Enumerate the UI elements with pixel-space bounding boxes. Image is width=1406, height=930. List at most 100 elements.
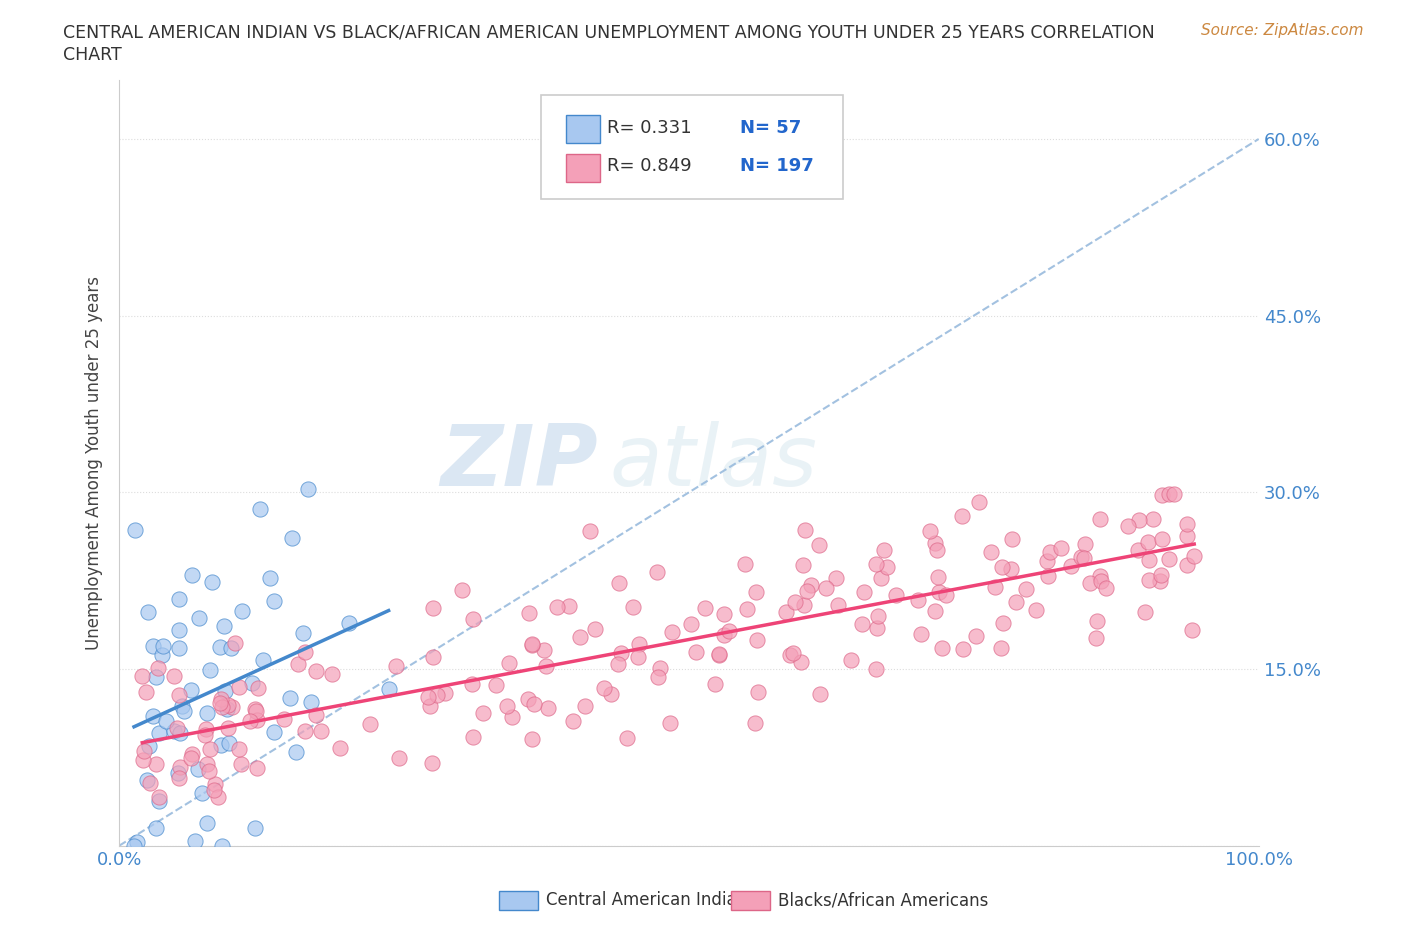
Point: [209, 696, 232, 711]
Point: [783, 595, 806, 610]
Text: Blacks/African Americans: Blacks/African Americans: [778, 891, 988, 910]
Point: [873, 543, 896, 558]
Point: [273, 711, 295, 726]
Point: [1163, 486, 1185, 501]
Point: [536, 658, 558, 673]
Point: [169, 771, 191, 786]
Point: [1015, 581, 1038, 596]
Point: [825, 571, 848, 586]
Point: [485, 677, 508, 692]
Point: [1157, 551, 1180, 566]
Point: [839, 653, 862, 668]
Point: [221, 699, 243, 714]
Point: [201, 575, 224, 590]
Point: [991, 560, 1014, 575]
Point: [627, 636, 650, 651]
Point: [533, 643, 555, 658]
Point: [520, 637, 543, 652]
Point: [217, 721, 239, 736]
Point: [1059, 558, 1081, 573]
Point: [793, 522, 815, 537]
Point: [1090, 574, 1112, 589]
Point: [790, 655, 813, 670]
Point: [169, 622, 191, 637]
Point: [135, 684, 157, 699]
Point: [278, 690, 301, 705]
Point: [775, 605, 797, 620]
Point: [263, 724, 285, 739]
Text: CENTRAL AMERICAN INDIAN VS BLACK/AFRICAN AMERICAN UNEMPLOYMENT AMONG YOUTH UNDER: CENTRAL AMERICAN INDIAN VS BLACK/AFRICAN…: [63, 23, 1154, 41]
Point: [150, 647, 173, 662]
Point: [329, 741, 352, 756]
Point: [214, 684, 236, 698]
Point: [1090, 568, 1112, 583]
Point: [169, 726, 191, 741]
Point: [561, 713, 583, 728]
Point: [195, 816, 218, 830]
Point: [814, 580, 837, 595]
Point: [866, 620, 889, 635]
Point: [918, 523, 941, 538]
Point: [228, 741, 250, 756]
Point: [173, 704, 195, 719]
Point: [122, 838, 145, 853]
Point: [520, 731, 543, 746]
Point: [717, 624, 740, 639]
Point: [517, 605, 540, 620]
Point: [463, 729, 485, 744]
Point: [853, 584, 876, 599]
Point: [713, 606, 735, 621]
Point: [744, 716, 766, 731]
Point: [246, 713, 269, 728]
Point: [294, 644, 316, 659]
Point: [685, 644, 707, 659]
Point: [808, 686, 831, 701]
Point: [422, 600, 444, 615]
Point: [252, 652, 274, 667]
Point: [1137, 552, 1160, 567]
Point: [211, 699, 233, 714]
Point: [1150, 487, 1173, 502]
Point: [621, 600, 644, 615]
Point: [166, 720, 188, 735]
Point: [984, 579, 1007, 594]
Point: [1070, 550, 1092, 565]
Point: [194, 727, 217, 742]
Point: [647, 670, 669, 684]
Point: [610, 646, 633, 661]
Point: [420, 756, 443, 771]
Point: [419, 698, 441, 713]
Point: [198, 741, 221, 756]
Point: [180, 683, 202, 698]
Text: ZIP: ZIP: [440, 421, 598, 504]
Point: [385, 658, 408, 673]
Point: [259, 570, 281, 585]
Point: [1135, 604, 1157, 619]
Point: [183, 833, 205, 848]
Point: [245, 761, 267, 776]
Point: [426, 687, 449, 702]
Point: [187, 762, 209, 777]
Point: [1126, 542, 1149, 557]
Point: [516, 692, 538, 707]
Point: [145, 757, 167, 772]
Point: [305, 663, 328, 678]
Point: [142, 639, 165, 654]
Text: N= 57: N= 57: [741, 119, 801, 137]
Point: [285, 745, 308, 760]
Point: [198, 663, 221, 678]
Point: [136, 773, 159, 788]
Point: [713, 628, 735, 643]
Point: [745, 585, 768, 600]
Point: [1050, 540, 1073, 555]
Point: [145, 670, 167, 684]
Point: [145, 820, 167, 835]
Point: [693, 600, 716, 615]
Point: [1036, 553, 1059, 568]
Point: [131, 669, 153, 684]
Point: [498, 655, 520, 670]
Point: [138, 738, 160, 753]
Point: [229, 756, 252, 771]
Point: [139, 776, 162, 790]
Point: [292, 626, 315, 641]
